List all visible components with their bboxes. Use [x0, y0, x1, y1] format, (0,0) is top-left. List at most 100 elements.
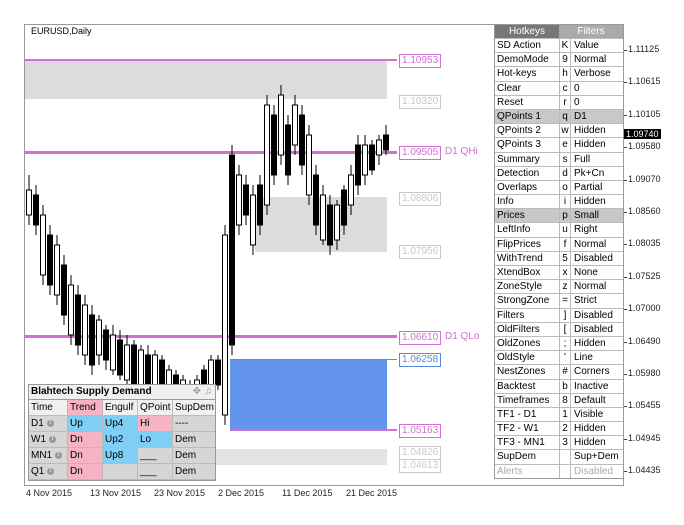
hotkeys-tabs: Hotkeys Filters [495, 25, 623, 38]
price-axis-label: 1.07525 [628, 270, 661, 281]
hotkey-row[interactable]: LeftInfo u Right [495, 222, 623, 237]
hotkey-row[interactable]: DemoMode 9 Normal [495, 52, 623, 67]
hotkey-row[interactable]: TF2 - W1 2 Hidden [495, 421, 623, 436]
hotkey-row[interactable]: NestZones # Corners [495, 364, 623, 379]
hotkey-action: Alerts [495, 464, 560, 478]
price-axis-label: 1.09070 [628, 173, 661, 184]
hotkey-row[interactable]: Timeframes 8 Default [495, 392, 623, 407]
hotkey-action: TF1 - D1 [495, 407, 560, 422]
row-engulf: Up8 [103, 448, 138, 463]
hotkey-action: QPoints 3 [495, 138, 560, 152]
panel-row: W1 i Dn Up2 Lo Dem [29, 432, 215, 448]
hotkey-row[interactable]: XtendBox x None [495, 265, 623, 280]
col-engulf: Engulf [103, 400, 138, 415]
hotkey-value: Partial [574, 181, 603, 193]
move-icon[interactable]: ✥ [192, 386, 201, 397]
hotkey-key: ] [560, 308, 571, 322]
hotkey-row[interactable]: WithTrend 5 Disabled [495, 250, 623, 265]
price-label-3: 1.09505 [399, 146, 442, 160]
hotkey-row[interactable]: QPoints 2 w Hidden [495, 123, 623, 138]
hotkey-row[interactable]: OldZones; Hidden [495, 335, 623, 351]
hotkey-value: Disabled [574, 309, 613, 321]
row-supdem: Dem [173, 464, 215, 479]
price-tick [624, 82, 627, 84]
row-qpoint: Hi [138, 416, 173, 431]
hotkey-value: Inactive [574, 380, 609, 392]
minimize-icon[interactable]: ♫ [204, 386, 213, 397]
hotkey-row[interactable]: StrongZone = Strict [495, 293, 623, 308]
price-tick [624, 244, 627, 246]
time-axis: 4 Nov 2015 13 Nov 2015 23 Nov 2015 2 Dec 20… [24, 485, 624, 501]
row-time-text: MN1 [31, 450, 53, 461]
hotkey-row[interactable]: Reset r 0 [495, 94, 623, 109]
row-qpoint-text: ___ [140, 450, 157, 461]
hotkey-key: 2 [560, 422, 571, 436]
hotkey-action: TF3 - MN1 [495, 436, 560, 450]
row-supdem-text: Dem [175, 466, 197, 477]
hotkey-row[interactable]: Hot-keys h Verbose [495, 66, 623, 81]
price-axis: 1.11125 1.10615 1.10105 1.09580 1.09070 1.085… [623, 24, 674, 485]
col-time: Time [29, 400, 68, 415]
hotkey-key: p [560, 209, 571, 223]
hotkey-key: u [560, 223, 571, 237]
info-icon[interactable]: i [55, 451, 63, 459]
hotkey-row[interactable]: Filters] Disabled [495, 307, 623, 322]
hotkey-action: Hot-keys [495, 67, 560, 81]
hotkey-value: Disabled [574, 465, 613, 477]
row-supdem: Dem [173, 448, 215, 463]
price-tick [624, 406, 627, 408]
price-axis-label: 1.07000 [628, 303, 661, 314]
time-axis-label: 11 Dec 2015 [282, 488, 333, 498]
hotkey-row[interactable]: QPoints 3 e Hidden [495, 137, 623, 152]
hotkeys-header: SD Action K Value [495, 38, 623, 53]
hotkey-action: QPoints 1 [495, 109, 560, 124]
hotkey-row[interactable]: OldFilters[Disabled [495, 321, 623, 336]
hotkey-value: Disabled [574, 252, 613, 264]
row-trend: Up [68, 416, 103, 431]
hotkey-row[interactable]: TF1 - D1 1 Visible [495, 406, 623, 422]
hotkey-row[interactable]: Prices p Small [495, 208, 623, 223]
hotkey-key: h [560, 67, 571, 81]
supply-zone-upper[interactable] [25, 60, 387, 99]
hotkey-action: WithTrend [495, 251, 560, 265]
hotkey-value: Right [574, 224, 598, 236]
demand-zone-blue[interactable] [230, 359, 387, 430]
hotkey-value: Sup+Dem [574, 451, 619, 463]
hotkey-row[interactable]: Info i Hidden [495, 194, 623, 209]
hotkey-row[interactable]: SupDem Sup+Dem [495, 449, 623, 464]
hotkey-action: FlipPrices [495, 237, 560, 251]
price-tick [624, 276, 627, 278]
row-engulf: Up4 [103, 416, 138, 431]
demand-zone-lower[interactable] [205, 449, 387, 465]
hotkey-row[interactable]: QPoints 1 q D1 [495, 108, 623, 124]
info-icon[interactable]: i [47, 467, 55, 475]
hotkey-row[interactable]: Overlaps o Partial [495, 179, 623, 195]
tab-hotkeys[interactable]: Hotkeys [495, 25, 559, 38]
hotkey-action: Prices [495, 209, 560, 223]
hotkey-row[interactable]: Clear c 0 [495, 80, 623, 95]
row-time: MN1 i [29, 448, 68, 463]
row-trend-text: Dn [70, 434, 83, 445]
hotkey-value: Verbose [574, 68, 611, 80]
hotkey-row[interactable]: Detection d Pk+Cn [495, 165, 623, 180]
hotkey-row[interactable]: TF3 - MN1 3 Hidden [495, 435, 623, 450]
tab-filters[interactable]: Filters [559, 25, 623, 38]
hotkey-row[interactable]: OldStyle ' Line [495, 350, 623, 365]
hotkey-value: Hidden [574, 337, 606, 349]
hotkey-row[interactable]: Summary s Full [495, 151, 623, 166]
hotkey-row[interactable]: FlipPrices f Normal [495, 236, 623, 251]
hotkey-action: LeftInfo [495, 223, 560, 237]
hotkey-key: i [560, 195, 571, 209]
hotkey-row[interactable]: Backtest b Inactive [495, 378, 623, 393]
hotkey-action: OldStyle [495, 351, 560, 365]
price-axis-label: 1.05980 [628, 368, 661, 378]
info-icon[interactable]: i [46, 419, 54, 427]
hotkey-value: Normal [574, 281, 607, 293]
hotkey-row[interactable]: Alerts Disabled [495, 463, 623, 478]
hotkey-value: Hidden [574, 125, 606, 137]
hotkey-row[interactable]: ZoneStyle z Normal [495, 279, 623, 294]
info-icon[interactable]: i [49, 435, 56, 443]
panel-row: MN1 i Dn Up8 ___ Dem [29, 448, 215, 464]
row-engulf-text: Up2 [105, 434, 124, 445]
zone-line-109505 [25, 151, 397, 154]
